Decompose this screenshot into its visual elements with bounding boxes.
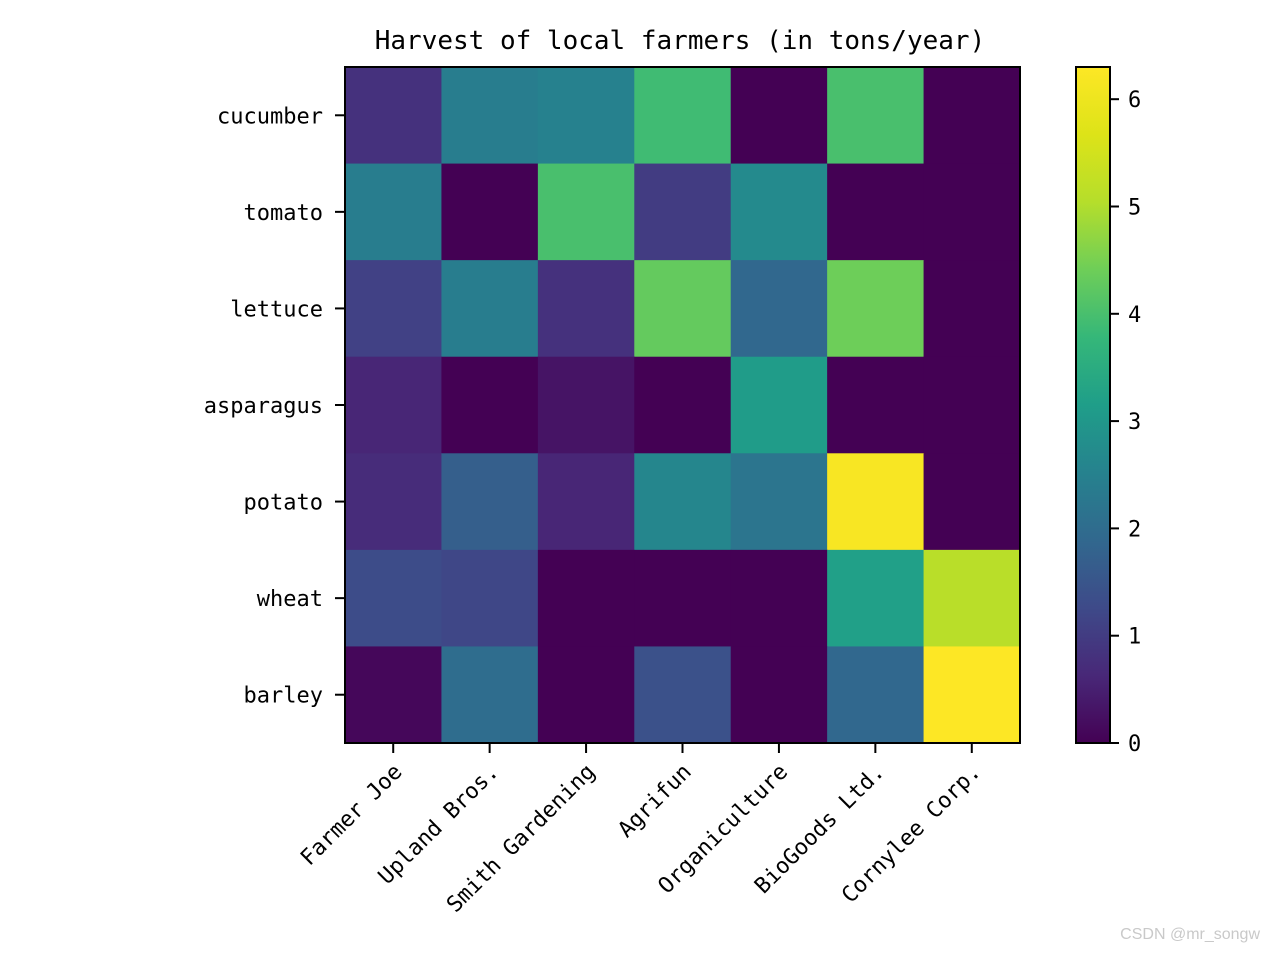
y-tick-label: barley <box>244 684 323 709</box>
heatmap-cell <box>345 67 443 165</box>
y-tick-label: cucumber <box>217 104 323 129</box>
heatmap-cell <box>730 163 828 261</box>
heatmap-cell <box>345 163 443 261</box>
colorbar-tick-label: 2 <box>1128 517 1141 542</box>
heatmap-cell <box>345 549 443 648</box>
y-tick-label: potato <box>244 491 323 516</box>
heatmap-cell <box>923 549 1021 648</box>
y-tick-label: asparagus <box>204 394 323 419</box>
colorbar-ticks: 0 1 2 3 4 5 6 <box>1110 88 1141 757</box>
heatmap-cell <box>923 67 1021 165</box>
heatmap-cell <box>730 549 828 648</box>
colorbar-tick-label: 5 <box>1128 195 1141 220</box>
heatmap-cell <box>730 646 828 744</box>
heatmap-cell <box>345 453 443 551</box>
heatmap-cell <box>730 453 828 551</box>
heatmap-cell <box>730 67 828 165</box>
heatmap-cell <box>634 453 732 551</box>
heatmap-cell <box>634 260 732 358</box>
heatmap-cell <box>441 67 539 165</box>
watermark: CSDN @mr_songw <box>1120 926 1260 943</box>
heatmap-cell <box>634 356 732 454</box>
heatmap-cell <box>634 163 732 261</box>
heatmap-cell <box>923 453 1021 551</box>
heatmap-cell <box>634 67 732 165</box>
y-tick-label: tomato <box>244 201 323 226</box>
heatmap-cell <box>923 356 1021 454</box>
heatmap-cell <box>634 549 732 648</box>
heatmap-cell <box>537 163 635 261</box>
heatmap-cell <box>441 549 539 648</box>
heatmap-cell <box>923 163 1021 261</box>
colorbar <box>1075 66 1111 744</box>
chart-title: Harvest of local farmers (in tons/year) <box>375 26 985 56</box>
heatmap-cell <box>537 260 635 358</box>
heatmap-cell <box>730 260 828 358</box>
heatmap-cell <box>537 549 635 648</box>
heatmap-cell <box>923 646 1021 744</box>
heatmap-cell <box>345 260 443 358</box>
heatmap-cell <box>441 163 539 261</box>
colorbar-tick-label: 6 <box>1128 88 1141 113</box>
heatmap-cell <box>827 163 925 261</box>
y-axis: cucumber tomato lettuce asparagus potato whea… <box>204 104 345 709</box>
heatmap-cell <box>441 453 539 551</box>
heatmap-cells <box>345 67 1021 744</box>
heatmap-cell <box>827 549 925 648</box>
heatmap-cell <box>730 356 828 454</box>
heatmap-cell <box>537 646 635 744</box>
heatmap-cell <box>827 356 925 454</box>
heatmap-cell <box>634 646 732 744</box>
y-tick-label: lettuce <box>230 297 323 322</box>
heatmap-cell <box>441 260 539 358</box>
heatmap-cell <box>827 67 925 165</box>
colorbar-tick-label: 4 <box>1128 303 1141 328</box>
y-tick-label: wheat <box>257 587 323 612</box>
colorbar-tick-label: 3 <box>1128 410 1141 435</box>
heatmap-cell <box>345 646 443 744</box>
heatmap-cell <box>345 356 443 454</box>
heatmap-cell <box>537 67 635 165</box>
x-tick-label: Agrifun <box>614 760 697 843</box>
colorbar-tick-label: 1 <box>1128 625 1141 650</box>
heatmap-cell <box>537 356 635 454</box>
heatmap-cell <box>441 646 539 744</box>
heatmap-cell <box>441 356 539 454</box>
heatmap-cell <box>827 646 925 744</box>
heatmap-cell <box>827 453 925 551</box>
heatmap-cell <box>537 453 635 551</box>
heatmap-cell <box>923 260 1021 358</box>
colorbar-tick-label: 0 <box>1128 732 1141 757</box>
heatmap-cell <box>827 260 925 358</box>
